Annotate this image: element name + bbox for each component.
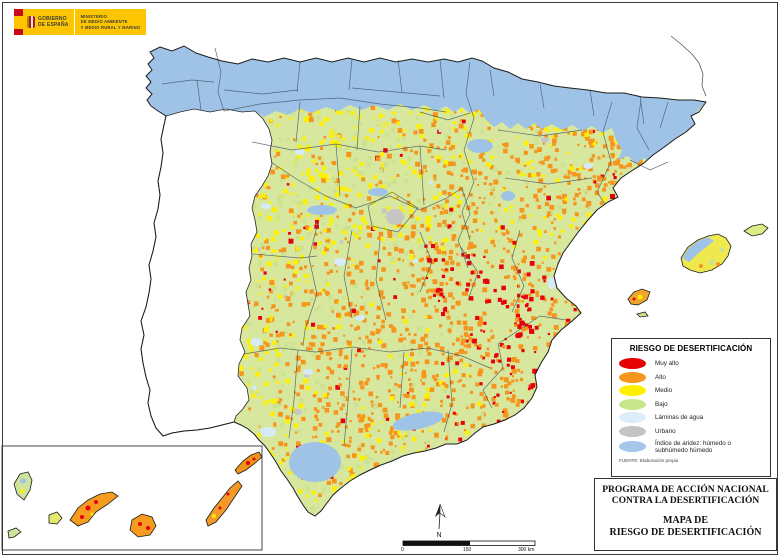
legend-item-indice-aridez: Índice de aridez: húmedo o subhúmedo húm…: [619, 440, 763, 454]
coastline: [140, 45, 707, 517]
mallorca-tramuntana: [682, 237, 714, 262]
canary-inset: [1, 445, 263, 551]
scale-label-start: 0: [401, 547, 404, 553]
scale-label-mid: 150: [463, 547, 472, 553]
logo-divider: [73, 9, 75, 35]
program-title-line1: PROGRAMA DE ACCIÓN NACIONAL: [602, 485, 769, 495]
legend-item-alto: Alto: [619, 371, 763, 383]
france-coast: [670, 35, 707, 97]
el-hierro: [7, 527, 22, 539]
legend-item-laminas: Láminas de agua: [619, 412, 763, 424]
gran-canaria: [129, 513, 157, 538]
legend-item-urbano: Urbano: [619, 425, 763, 437]
la-gomera: [48, 511, 63, 525]
formentera: [636, 311, 649, 318]
province-borders: [161, 47, 669, 447]
legend-item-bajo: Bajo: [619, 398, 763, 410]
gobierno-logo: GOBIERNO DE ESPAÑA MINISTERIO DE MEDIO A…: [14, 9, 147, 35]
north-arrow-icon: N: [435, 503, 446, 539]
ministry-name-line3: Y MEDIO RURAL Y MARINO: [80, 24, 141, 30]
coat-of-arms-icon: [27, 16, 35, 28]
balearic-islands: [627, 223, 769, 318]
alto-swatch: [619, 371, 646, 383]
government-name-line1: GOBIERNO: [38, 16, 67, 22]
menorca: [743, 223, 769, 237]
legend-item-medio: Medio: [619, 385, 763, 397]
ministry-name-line2: DE MEDIO AMBIENTE: [80, 19, 128, 25]
bajo-swatch: [619, 398, 646, 410]
scale-bar: [402, 540, 536, 546]
spain-flag-icon: [14, 9, 23, 35]
program-title-line2: CONTRA LA DESERTIFICACIÓN: [611, 496, 760, 506]
muy-alto-swatch: [619, 358, 646, 369]
scale-label-end: 300 km: [518, 547, 535, 553]
map-title-line1: MAPA DE: [662, 515, 709, 526]
map-title-line2: RIESGO DE DESERTIFICACIÓN: [609, 526, 762, 538]
map-patches: [250, 137, 656, 482]
urbano-swatch: [619, 425, 646, 437]
madrid-urban-patch: [386, 209, 404, 225]
humid-north-region: [146, 46, 706, 164]
north-label: N: [437, 532, 442, 539]
legend-source: FUENTE: Elaboración propia: [619, 457, 679, 463]
legend-title: RIESGO DE DESERTIFICACIÓN: [629, 344, 753, 353]
legend-item-muy-alto: Muy alto: [619, 358, 763, 369]
la-palma: [13, 471, 33, 501]
government-name-line2: DE ESPAÑA: [38, 22, 69, 28]
medio-swatch: [619, 385, 646, 397]
laminas-swatch: [619, 412, 646, 424]
legend-box: RIESGO DE DESERTIFICACIÓN Muy alto Alto …: [611, 338, 771, 477]
ministry-name-line1: MINISTERIO: [80, 13, 108, 19]
indice-aridez-swatch: [619, 441, 646, 453]
title-block: PROGRAMA DE ACCIÓN NACIONAL CONTRA LA DE…: [594, 478, 777, 551]
